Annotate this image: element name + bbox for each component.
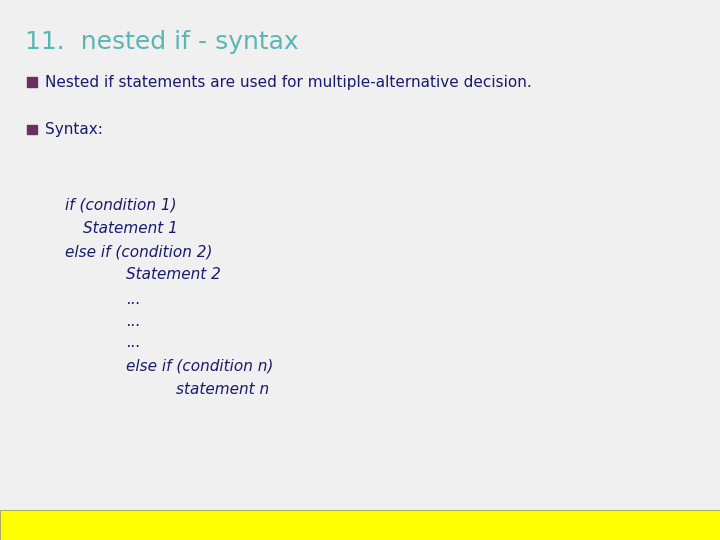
Text: Nested if statements are used for multiple-alternative decision.: Nested if statements are used for multip…	[45, 75, 532, 90]
Text: ...: ...	[126, 292, 140, 307]
Text: Dr. Soha S. Zaghloul: Dr. Soha S. Zaghloul	[14, 520, 141, 530]
Text: Statement 1: Statement 1	[83, 221, 178, 236]
Text: else if (condition n): else if (condition n)	[126, 359, 274, 374]
Text: Statement 2: Statement 2	[126, 267, 221, 282]
Bar	[27, 77, 37, 87]
Text: ...: ...	[126, 335, 140, 350]
Text: 28: 28	[352, 520, 368, 530]
Text: Syntax:: Syntax:	[45, 122, 103, 137]
Bar	[0, 510, 720, 540]
Text: statement n: statement n	[176, 382, 269, 397]
Text: else if (condition 2): else if (condition 2)	[65, 244, 212, 259]
Bar	[27, 125, 37, 134]
Text: 11.  nested if - syntax: 11. nested if - syntax	[25, 30, 299, 53]
Text: if (condition 1): if (condition 1)	[65, 198, 176, 213]
Bar	[0, 510, 720, 540]
Text: ...: ...	[126, 314, 140, 329]
